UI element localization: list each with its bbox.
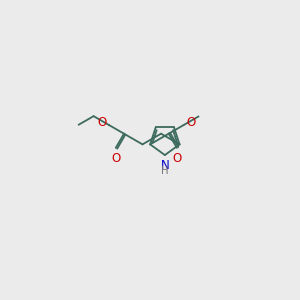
Text: O: O [186,116,195,130]
Text: H: H [161,166,169,176]
Text: O: O [172,152,182,165]
Text: O: O [98,116,107,130]
Text: O: O [111,152,120,165]
Text: N: N [160,159,169,172]
